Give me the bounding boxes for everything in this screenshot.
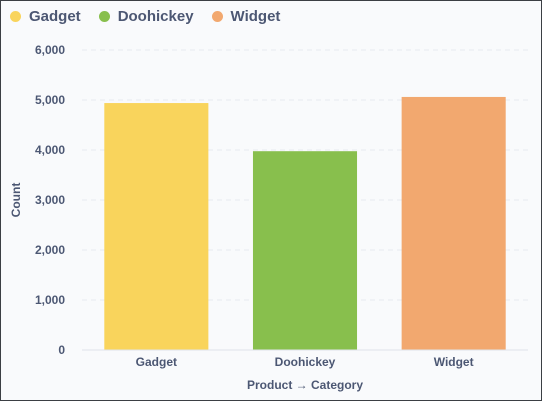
y-tick-label: 4,000 [35,143,65,157]
bar-widget[interactable] [402,97,506,350]
x-axis-ticks: Gadget Doohickey Widget [136,355,474,369]
bars [104,97,505,350]
y-tick-label: 6,000 [35,43,65,57]
y-axis-ticks: 0 1,000 2,000 3,000 4,000 5,000 6,000 [35,43,65,357]
x-tick-label-widget: Widget [434,355,474,369]
x-tick-label-gadget: Gadget [136,355,177,369]
bar-gadget[interactable] [104,103,208,350]
x-axis-title: Product → Category [247,378,363,392]
bar-doohickey[interactable] [253,151,357,350]
x-tick-label-doohickey: Doohickey [275,355,336,369]
y-tick-label: 0 [58,343,65,357]
y-tick-label: 5,000 [35,93,65,107]
y-axis-title: Count [9,183,23,218]
y-tick-label: 2,000 [35,243,65,257]
y-tick-label: 1,000 [35,293,65,307]
y-tick-label: 3,000 [35,193,65,207]
